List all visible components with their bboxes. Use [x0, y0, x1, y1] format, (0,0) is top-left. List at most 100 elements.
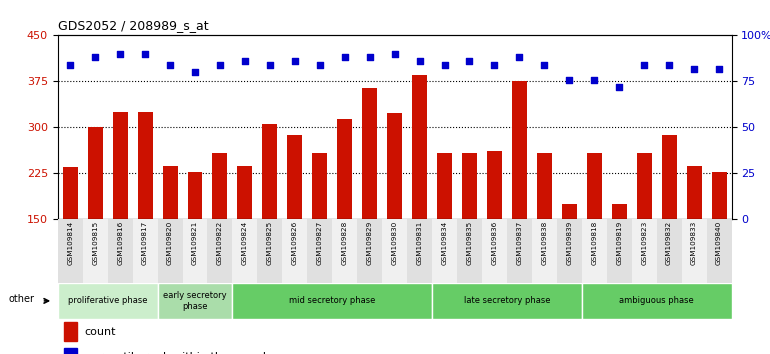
- Bar: [382, 219, 407, 283]
- Bar: [407, 219, 432, 283]
- Text: GSM109817: GSM109817: [142, 221, 148, 265]
- Bar: [637, 153, 651, 312]
- Bar: [233, 219, 257, 283]
- Point: [289, 58, 301, 64]
- Text: GSM109820: GSM109820: [167, 221, 173, 265]
- Bar: [607, 219, 631, 283]
- Text: GSM109828: GSM109828: [342, 221, 348, 265]
- Text: GSM109823: GSM109823: [641, 221, 647, 265]
- Text: GSM109835: GSM109835: [467, 221, 473, 265]
- Text: GSM109824: GSM109824: [242, 221, 248, 265]
- Text: GSM109829: GSM109829: [367, 221, 373, 265]
- Bar: [507, 219, 532, 283]
- Text: GSM109838: GSM109838: [541, 221, 547, 265]
- Bar: [207, 219, 233, 283]
- Point: [139, 51, 151, 57]
- Bar: [112, 112, 128, 312]
- Bar: [432, 283, 582, 319]
- Bar: [661, 136, 677, 312]
- Bar: [631, 219, 657, 283]
- Bar: [711, 172, 727, 312]
- Bar: [562, 204, 577, 312]
- Bar: [487, 151, 502, 312]
- Point: [413, 58, 426, 64]
- Text: proliferative phase: proliferative phase: [68, 296, 147, 306]
- Bar: [412, 75, 427, 312]
- Point: [613, 84, 625, 90]
- Point: [239, 58, 251, 64]
- Bar: [512, 81, 527, 312]
- Text: GSM109818: GSM109818: [591, 221, 598, 265]
- Point: [388, 51, 400, 57]
- Text: GSM109836: GSM109836: [491, 221, 497, 265]
- Text: GSM109826: GSM109826: [292, 221, 298, 265]
- Bar: [58, 283, 158, 319]
- Point: [313, 62, 326, 68]
- Text: other: other: [8, 294, 35, 304]
- Text: GSM109832: GSM109832: [666, 221, 672, 265]
- Bar: [582, 283, 732, 319]
- Bar: [307, 219, 332, 283]
- Bar: [611, 204, 627, 312]
- Point: [114, 51, 126, 57]
- Bar: [237, 166, 253, 312]
- Bar: [283, 219, 307, 283]
- Bar: [681, 219, 707, 283]
- Bar: [65, 322, 76, 341]
- Bar: [233, 283, 432, 319]
- Text: GSM109815: GSM109815: [92, 221, 99, 265]
- Bar: [657, 219, 681, 283]
- Bar: [432, 219, 457, 283]
- Bar: [62, 167, 78, 312]
- Point: [64, 62, 76, 68]
- Point: [263, 62, 276, 68]
- Text: GSM109833: GSM109833: [691, 221, 697, 265]
- Bar: [88, 127, 102, 312]
- Text: GSM109822: GSM109822: [217, 221, 223, 265]
- Bar: [257, 219, 283, 283]
- Bar: [532, 219, 557, 283]
- Bar: [707, 219, 732, 283]
- Point: [214, 62, 226, 68]
- Bar: [287, 135, 303, 312]
- Text: GSM109830: GSM109830: [392, 221, 397, 265]
- Point: [438, 62, 450, 68]
- Point: [164, 62, 176, 68]
- Bar: [387, 113, 402, 312]
- Text: mid secretory phase: mid secretory phase: [289, 296, 376, 306]
- Bar: [65, 348, 76, 354]
- Point: [89, 55, 102, 60]
- Point: [663, 62, 675, 68]
- Bar: [158, 219, 182, 283]
- Bar: [437, 153, 452, 312]
- Point: [363, 55, 376, 60]
- Text: early secretory
phase: early secretory phase: [163, 291, 227, 310]
- Bar: [357, 219, 382, 283]
- Text: GSM109831: GSM109831: [417, 221, 423, 265]
- Point: [563, 77, 575, 82]
- Point: [688, 66, 700, 72]
- Bar: [162, 166, 178, 312]
- Bar: [332, 219, 357, 283]
- Point: [713, 66, 725, 72]
- Bar: [582, 219, 607, 283]
- Text: percentile rank within the sample: percentile rank within the sample: [85, 352, 273, 354]
- Bar: [587, 153, 601, 312]
- Text: GSM109827: GSM109827: [316, 221, 323, 265]
- Text: ambiguous phase: ambiguous phase: [619, 296, 694, 306]
- Text: GSM109840: GSM109840: [716, 221, 722, 265]
- Bar: [337, 119, 352, 312]
- Bar: [557, 219, 582, 283]
- Text: GSM109834: GSM109834: [441, 221, 447, 265]
- Text: GDS2052 / 208989_s_at: GDS2052 / 208989_s_at: [58, 19, 209, 32]
- Point: [339, 55, 351, 60]
- Point: [464, 58, 476, 64]
- Bar: [537, 153, 552, 312]
- Text: GSM109839: GSM109839: [566, 221, 572, 265]
- Bar: [687, 166, 701, 312]
- Bar: [362, 87, 377, 312]
- Point: [488, 62, 500, 68]
- Bar: [82, 219, 108, 283]
- Text: GSM109837: GSM109837: [517, 221, 522, 265]
- Point: [514, 55, 526, 60]
